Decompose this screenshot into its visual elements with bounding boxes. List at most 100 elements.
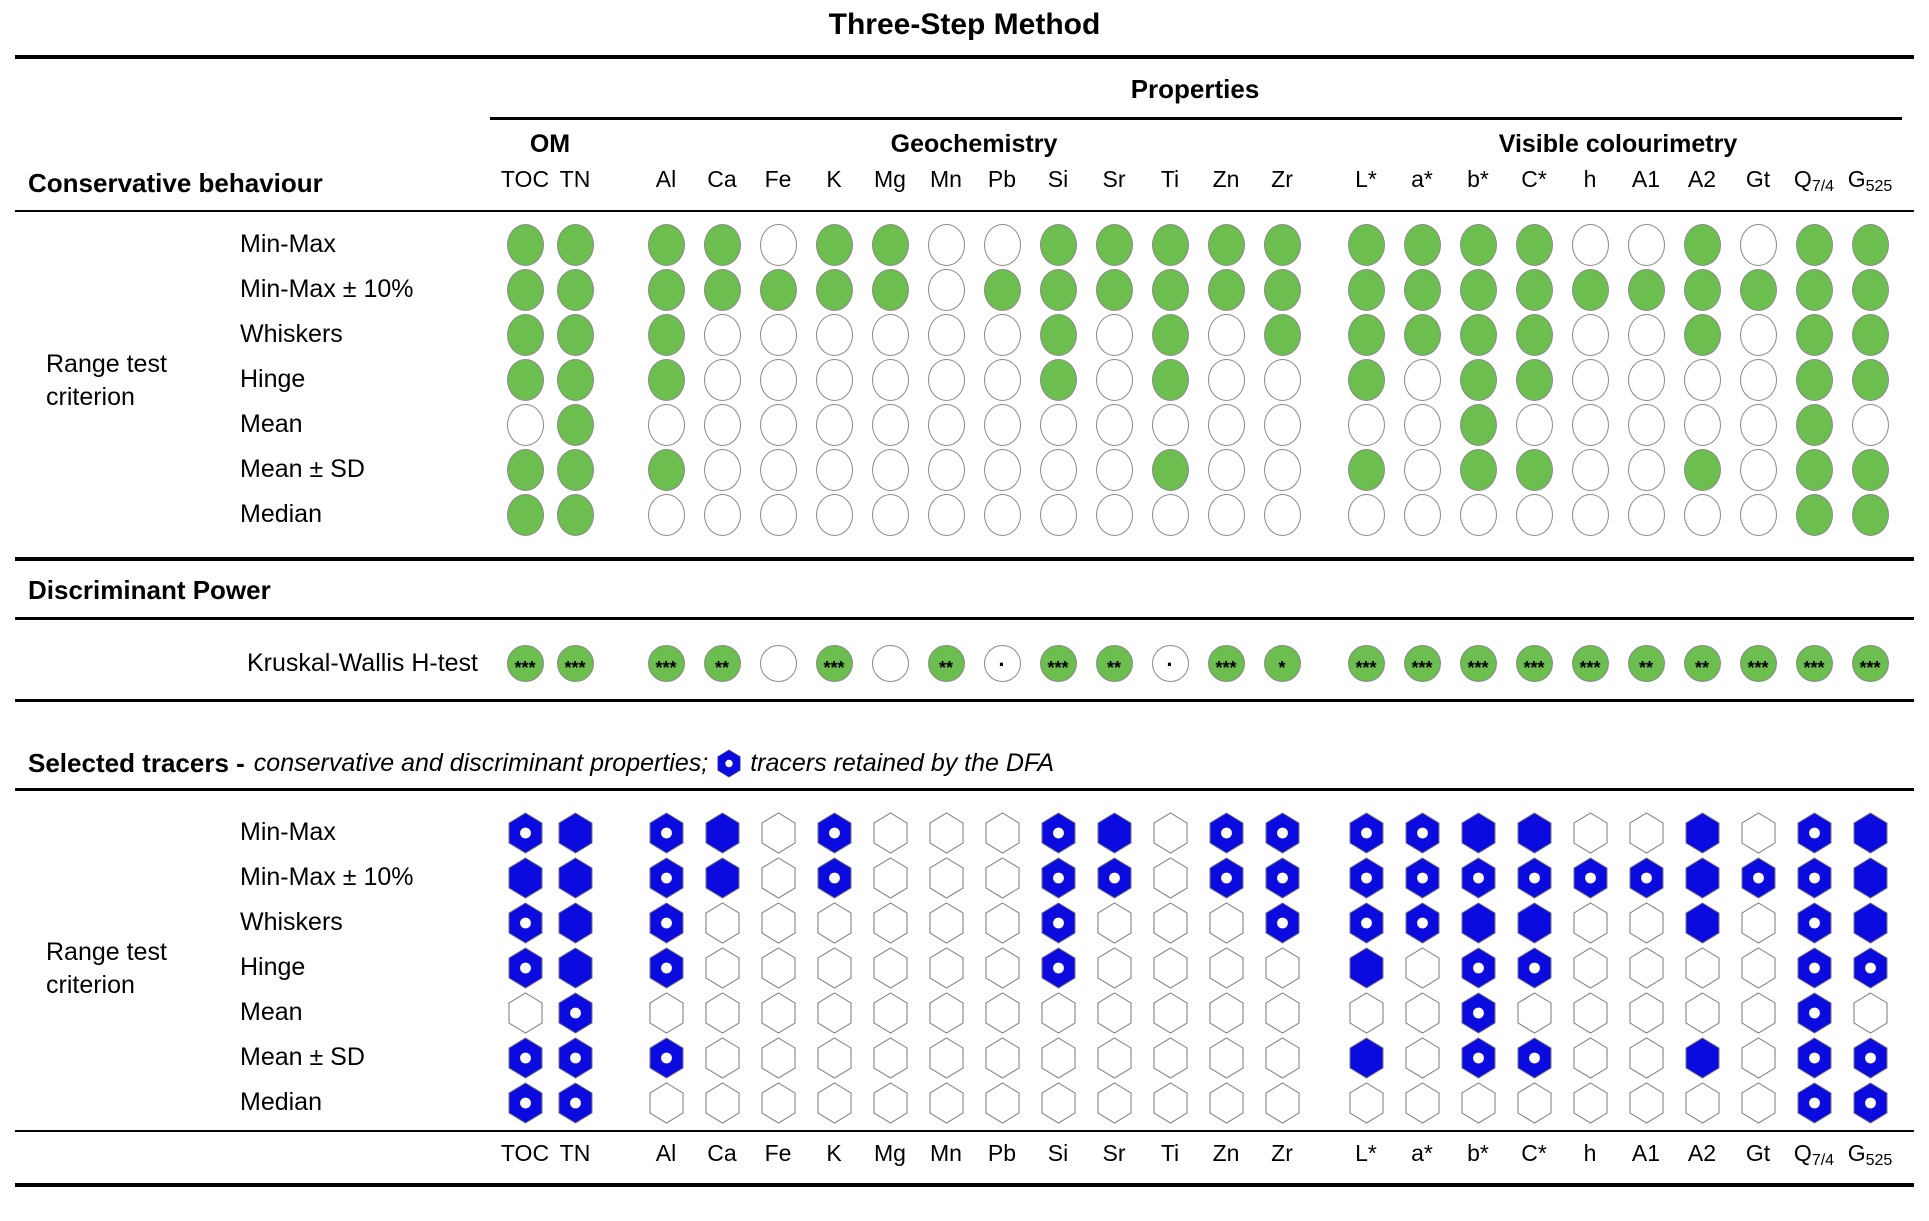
matrix-cell bbox=[862, 645, 918, 682]
conservative-marker-empty bbox=[1039, 448, 1077, 491]
selected-marker-empty bbox=[1097, 946, 1131, 989]
selected-marker-empty bbox=[1685, 946, 1719, 989]
selected-marker bbox=[558, 856, 592, 899]
matrix-cell bbox=[500, 358, 550, 401]
conservative-marker-empty bbox=[815, 493, 853, 536]
matrix-cell bbox=[1030, 991, 1086, 1034]
matrix-cell bbox=[1030, 313, 1086, 356]
matrix-cell bbox=[1506, 223, 1562, 266]
matrix-cell: Zr bbox=[1254, 166, 1310, 193]
column-header: K bbox=[826, 1140, 842, 1166]
conservative-marker-filled bbox=[1347, 448, 1385, 491]
selected-marker-empty bbox=[873, 901, 907, 944]
matrix-cell bbox=[1562, 856, 1618, 899]
matrix-cell bbox=[1450, 1036, 1506, 1079]
conservative-marker-empty bbox=[703, 403, 741, 446]
selected-marker bbox=[1097, 811, 1131, 854]
matrix-cell bbox=[1842, 493, 1898, 536]
column-header: A1 bbox=[1631, 1140, 1661, 1166]
selected-marker-dfa bbox=[1853, 946, 1887, 989]
column-header: a* bbox=[1411, 166, 1433, 192]
conservative-marker-empty bbox=[1207, 358, 1245, 401]
conservative-marker-empty bbox=[1627, 313, 1665, 356]
matrix-cell bbox=[1730, 223, 1786, 266]
selected-marker bbox=[1853, 811, 1887, 854]
conservative-marker-filled bbox=[556, 448, 594, 491]
conservative-marker-empty bbox=[759, 448, 797, 491]
conservative-marker-empty bbox=[1571, 403, 1609, 446]
matrix-cell: Fe bbox=[750, 1140, 806, 1167]
selected-marker-empty bbox=[761, 901, 795, 944]
matrix-cell: Q7/4 bbox=[1786, 166, 1842, 195]
matrix-cell bbox=[1198, 403, 1254, 446]
selected-marker-empty bbox=[873, 946, 907, 989]
selected-marker-dfa bbox=[1265, 856, 1299, 899]
conservative-marker-filled bbox=[759, 268, 797, 311]
matrix-cell bbox=[1086, 1036, 1142, 1079]
range-test-side-label-2: Range test criterion bbox=[46, 938, 167, 999]
matrix-cell bbox=[550, 403, 600, 446]
matrix-cell bbox=[1786, 811, 1842, 854]
matrix-cell bbox=[1254, 1081, 1310, 1124]
kw-marker-significant: *** bbox=[1347, 645, 1385, 682]
selected-marker-dfa bbox=[1461, 991, 1495, 1034]
column-header: Ca bbox=[707, 1140, 737, 1166]
selected-marker-empty bbox=[1741, 1081, 1775, 1124]
matrix-cell bbox=[1562, 1081, 1618, 1124]
selected-marker-empty bbox=[1741, 811, 1775, 854]
discriminant-rule bbox=[15, 617, 1914, 620]
matrix-cell bbox=[1506, 1081, 1562, 1124]
matrix-cell bbox=[918, 856, 974, 899]
matrix-cell bbox=[918, 493, 974, 536]
selected-marker-empty bbox=[1405, 1081, 1439, 1124]
matrix-cell bbox=[1786, 856, 1842, 899]
row-label: Mean ± SD bbox=[240, 455, 365, 483]
column-header: Ti bbox=[1160, 166, 1180, 192]
matrix-cell bbox=[1450, 448, 1506, 491]
matrix-cell bbox=[1450, 811, 1506, 854]
conservative-marker-filled bbox=[506, 223, 544, 266]
matrix-cell bbox=[1506, 313, 1562, 356]
matrix-cell bbox=[1562, 313, 1618, 356]
matrix-cell bbox=[1842, 403, 1898, 446]
conservative-marker-filled bbox=[1795, 313, 1833, 356]
matrix-cell bbox=[806, 358, 862, 401]
kw-marker-significant: *** bbox=[815, 645, 853, 682]
selected-marker-dfa bbox=[817, 811, 851, 854]
conservative-marker-empty bbox=[1151, 493, 1189, 536]
conservative-marker-empty bbox=[871, 448, 909, 491]
selected-marker-empty bbox=[649, 1081, 683, 1124]
matrix-cell bbox=[1618, 223, 1674, 266]
matrix-cell bbox=[806, 223, 862, 266]
matrix-cell bbox=[1562, 1036, 1618, 1079]
selected-marker-empty bbox=[1153, 1036, 1187, 1079]
matrix-cell bbox=[1394, 448, 1450, 491]
conservative-marker-empty bbox=[1571, 358, 1609, 401]
matrix-cell bbox=[1450, 313, 1506, 356]
kw-marker-marginal: · bbox=[1151, 645, 1189, 682]
column-header: Mn bbox=[930, 1140, 962, 1166]
selected-marker bbox=[1685, 856, 1719, 899]
matrix-cell: *** bbox=[1394, 645, 1450, 682]
matrix-cell bbox=[550, 313, 600, 356]
matrix-cell: *** bbox=[500, 645, 550, 682]
selected-marker-empty bbox=[705, 991, 739, 1034]
conservative-marker-empty bbox=[1263, 358, 1301, 401]
selected-marker-empty bbox=[985, 1036, 1019, 1079]
conservative-marker-filled bbox=[1851, 313, 1889, 356]
matrix-cell bbox=[1618, 358, 1674, 401]
matrix-cell bbox=[750, 448, 806, 491]
matrix-cell: Mg bbox=[862, 166, 918, 193]
selected-marker-empty bbox=[1153, 811, 1187, 854]
conservative-marker-empty bbox=[1095, 448, 1133, 491]
matrix-cell bbox=[1030, 1081, 1086, 1124]
selected-heading-bold: Selected tracers - bbox=[28, 748, 245, 778]
matrix-cell bbox=[1450, 358, 1506, 401]
conservative-marker-filled bbox=[506, 268, 544, 311]
matrix-cell bbox=[862, 403, 918, 446]
matrix-cell bbox=[862, 493, 918, 536]
conservative-marker-filled bbox=[1151, 448, 1189, 491]
kruskal-wallis-label: Kruskal-Wallis H-test bbox=[246, 649, 478, 677]
matrix-cell bbox=[500, 1036, 550, 1079]
column-header: h bbox=[1583, 166, 1597, 192]
